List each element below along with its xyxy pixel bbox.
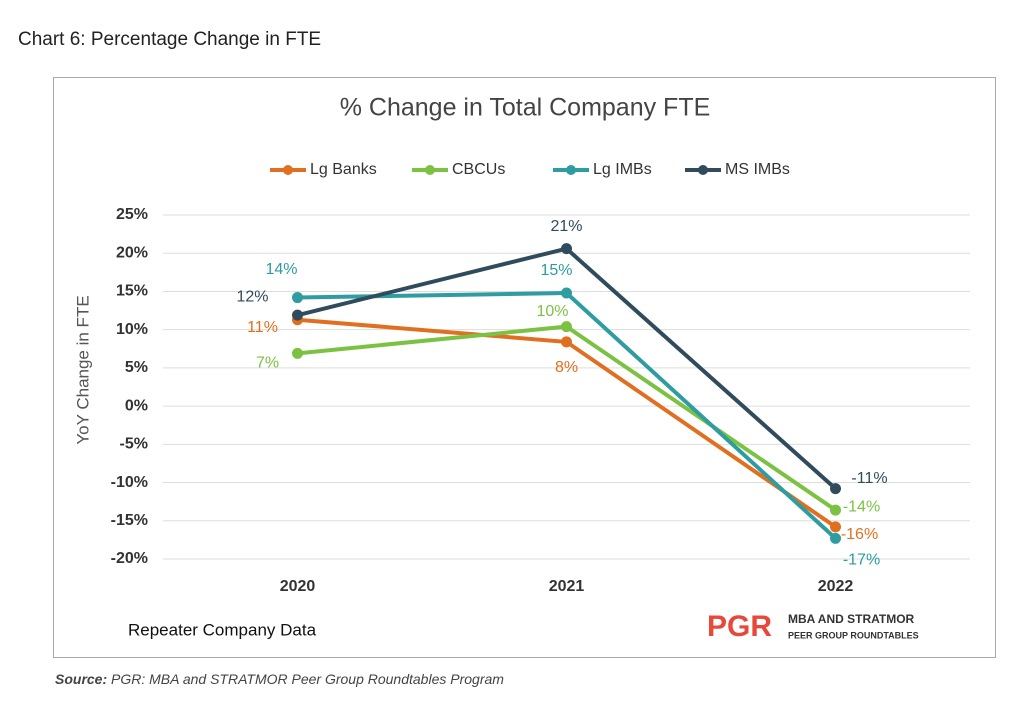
- data-label: -16%: [841, 526, 878, 543]
- data-point: [292, 347, 303, 359]
- y-tick-label: 0%: [125, 397, 148, 414]
- data-point: [292, 309, 303, 321]
- data-label: -14%: [843, 498, 880, 515]
- data-label: 12%: [236, 288, 268, 305]
- logo-line1: MBA AND STRATMOR: [788, 612, 915, 626]
- source-label: Source:: [55, 671, 107, 687]
- data-point: [561, 336, 572, 348]
- data-label: 7%: [256, 355, 279, 372]
- x-tick-label: 2022: [818, 578, 854, 595]
- data-point: [830, 504, 841, 516]
- logo-mark: PGR: [707, 610, 772, 643]
- legend-marker: [425, 165, 435, 175]
- data-point: [830, 521, 841, 533]
- data-point: [561, 321, 572, 333]
- data-label: -17%: [843, 552, 880, 569]
- data-label: 8%: [555, 359, 578, 376]
- x-tick-label: 2020: [280, 578, 316, 595]
- y-axis-label: YoY Change in FTE: [73, 295, 92, 444]
- legend-label: MS IMBs: [725, 161, 790, 178]
- data-label: 21%: [550, 218, 582, 235]
- heading: Chart 6: Percentage Change in FTE: [18, 29, 321, 50]
- data-label: -11%: [851, 470, 887, 487]
- y-tick-label: 10%: [116, 321, 148, 338]
- y-tick-label: -5%: [120, 436, 148, 453]
- y-tick-label: 25%: [116, 206, 148, 223]
- y-tick-label: -15%: [111, 512, 148, 529]
- y-tick-label: 15%: [116, 283, 148, 300]
- legend-marker: [566, 165, 576, 175]
- footnote: Repeater Company Data: [128, 620, 317, 639]
- y-tick-label: 20%: [116, 244, 148, 261]
- data-label: 11%: [247, 319, 278, 336]
- data-label: 15%: [540, 262, 572, 279]
- legend-marker: [698, 165, 708, 175]
- y-tick-label: -10%: [111, 474, 148, 491]
- source-text: PGR: MBA and STRATMOR Peer Group Roundta…: [111, 671, 504, 687]
- data-label: 14%: [265, 261, 297, 278]
- data-point: [830, 532, 841, 544]
- legend-label: Lg IMBs: [593, 161, 652, 178]
- data-label: 10%: [536, 303, 568, 320]
- data-point: [561, 287, 572, 299]
- legend-label: CBCUs: [452, 161, 505, 178]
- data-point: [561, 243, 572, 255]
- x-tick-label: 2021: [549, 578, 585, 595]
- chart-title: % Change in Total Company FTE: [340, 94, 711, 122]
- legend-label: Lg Banks: [310, 161, 377, 178]
- data-point: [292, 292, 303, 304]
- logo-line2: PEER GROUP ROUNDTABLES: [788, 630, 919, 640]
- y-tick-label: 5%: [125, 359, 148, 376]
- data-point: [830, 483, 841, 495]
- y-tick-label: -20%: [111, 550, 148, 567]
- legend-marker: [283, 165, 293, 175]
- source: Source: PGR: MBA and STRATMOR Peer Group…: [55, 671, 504, 687]
